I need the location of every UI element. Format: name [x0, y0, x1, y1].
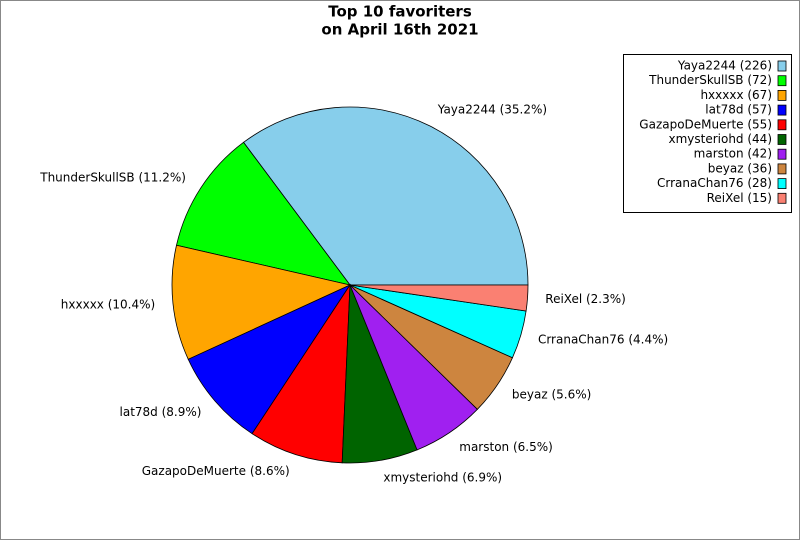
legend-label: marston (42) [694, 147, 772, 161]
legend-swatch [777, 134, 787, 145]
legend-swatch [777, 163, 787, 175]
pie-slice [349, 284, 529, 312]
legend-swatch [777, 60, 787, 72]
slice-label: GazapoDeMuerte (8.6%) [142, 464, 290, 478]
slice-label: ThunderSkullSB (11.2%) [39, 171, 186, 185]
legend-swatch [777, 90, 787, 101]
slice-label: lat78d (8.9%) [120, 405, 202, 419]
legend-label: lat78d (57) [705, 103, 772, 117]
pie-slice [176, 141, 351, 286]
legend-label: CrranaChan76 (28) [657, 176, 772, 190]
slice-label: xmysteriohd (6.9%) [383, 470, 502, 484]
pie-slice [251, 283, 351, 464]
legend-label: xmysteriohd (44) [668, 132, 772, 146]
pie-slice [187, 284, 352, 435]
slice-label: ReiXel (2.3%) [545, 292, 626, 306]
legend-swatch [777, 178, 787, 190]
legend-swatch [777, 119, 787, 131]
slice-label: hxxxxx (10.4%) [61, 298, 155, 312]
slice-label: Yaya2244 (35.2%) [437, 102, 547, 116]
legend-swatch [777, 104, 787, 116]
chart-title: Top 10 favoriters [328, 3, 472, 21]
chart-title: on April 16th 2021 [321, 21, 478, 39]
legend-swatch [777, 148, 787, 160]
legend-box [623, 54, 792, 213]
legend-swatch [777, 75, 787, 87]
pie-slice [242, 106, 529, 286]
legend-label: GazapoDeMuerte (55) [639, 117, 772, 131]
slice-label: beyaz (5.6%) [512, 388, 591, 402]
legend-label: Yaya2244 (226) [677, 59, 772, 73]
slice-label: CrranaChan76 (4.4%) [538, 332, 668, 346]
legend-swatch [777, 192, 787, 204]
legend-label: ThunderSkullSB (72) [648, 73, 772, 87]
legend-label: ReiXel (15) [707, 191, 772, 205]
slice-label: marston (6.5%) [459, 440, 553, 454]
legend-label: hxxxxx (67) [700, 88, 772, 102]
pie-slice [171, 244, 352, 360]
legend-label: beyaz (36) [708, 161, 772, 175]
